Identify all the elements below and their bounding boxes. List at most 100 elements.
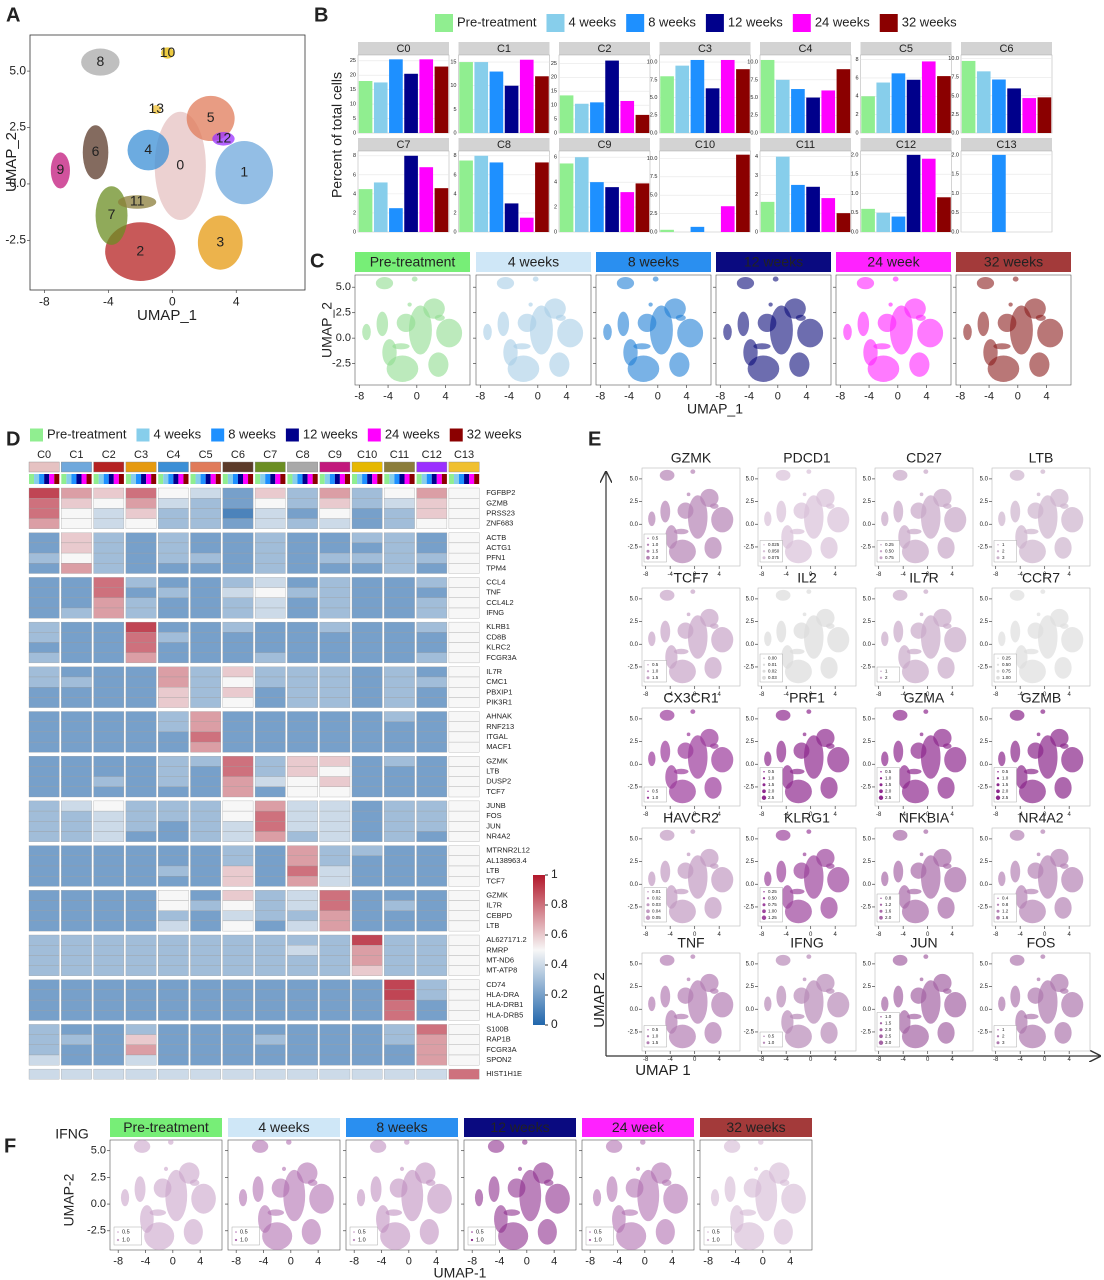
y-tick-label: 20 [350,73,356,79]
heatmap-cell [254,731,286,743]
size-legend-label: 1.6 [885,908,892,913]
x-tick-label: 4 [433,1256,439,1268]
heatmap-cell [254,920,286,932]
cluster-cloud [920,495,941,539]
bar [574,157,589,232]
x-tick-label: -4 [613,1256,623,1268]
heatmap-cell [319,652,351,664]
feature-title: JUN [910,935,937,951]
time-annotation [183,474,189,484]
heatmap-cell [28,1044,60,1056]
size-legend-label: 2 [1002,1033,1005,1038]
heatmap-cell [384,632,415,643]
x-tick-label: 4 [951,692,955,698]
size-legend-key [879,556,883,560]
y-tick-label: 5.0 [630,836,639,842]
facet-strip [559,138,650,151]
y-tick-label: 2.5 [630,859,639,865]
y-tick-label: -2.5 [978,905,989,911]
size-legend-key [997,657,999,660]
heatmap-cell [384,979,415,991]
heatmap-cell [448,587,480,598]
size-legend-key [762,897,766,900]
cluster-cloud [649,305,673,355]
y-tick-label: 0.0 [746,642,755,648]
cluster-cloud [149,1209,166,1216]
y-tick-label: 2.5 [863,619,872,625]
heatmap-cell [28,955,60,966]
cluster-cloud [711,747,734,773]
heatmap-cell [254,687,286,698]
facet-strip [582,1118,694,1137]
cluster-cloud [892,276,899,282]
heatmap-cell [416,865,448,877]
size-legend-label: 1.0 [885,1014,892,1019]
gene-label: DUSP2 [486,777,511,786]
bar [961,60,976,133]
heatmap-cell [158,920,189,932]
heatmap-cell [287,741,318,753]
heatmap-cell [351,786,383,798]
y-tick-label: 0.0 [980,642,989,648]
y-tick-label: 7.5 [650,77,658,83]
heatmap-cell [351,642,383,653]
heatmap-cell [351,532,383,544]
size-legend-label: 0.00 [768,655,777,660]
cluster-cloud [827,747,850,773]
y-tick-label: 25 [350,58,356,64]
gene-label: MT-ND6 [486,955,514,964]
cluster-cloud [919,852,924,857]
heatmap-cell [125,920,157,932]
cluster-cloud [877,313,897,333]
y-tick-label: 5.0 [746,596,755,602]
heatmap-cell [158,597,189,609]
cluster-cloud [711,627,734,653]
cluster-cloud [1059,988,1069,994]
heatmap-cell [416,642,448,653]
y-tick-label: 0 [554,130,557,136]
heatmap-cell [254,1044,286,1056]
heatmap-cell [93,741,125,753]
cluster-annotation [61,461,92,473]
heatmap-cell [222,979,254,991]
cluster-cloud [529,305,553,355]
size-legend-key [646,1035,650,1038]
heatmap-cell [190,1034,221,1045]
y-tick-label: 6 [855,75,858,81]
heatmap-cell [416,721,448,733]
heatmap-cell [190,741,221,753]
cluster-cloud [411,276,418,282]
heatmap-cell [384,621,415,633]
heatmap-cell [190,1024,221,1035]
cluster-cloud [710,1189,720,1207]
heatmap-cell [125,587,157,598]
cluster-cloud [933,728,952,748]
size-legend-label: 1 [1002,1027,1005,1032]
gene-label: IFNG [55,1126,88,1142]
size-legend-key [763,1035,765,1038]
heatmap-cell [287,786,318,798]
x-tick-label: 0 [693,1057,697,1063]
heatmap-cell [28,632,60,643]
y-tick-label: 2.5 [9,120,26,134]
heatmap-cell [125,965,157,976]
heatmap-cell [416,876,448,887]
cluster-cloud [793,987,810,1004]
time-annotation [416,474,422,484]
heatmap-cell [61,652,92,664]
cluster-cloud [686,852,691,857]
cluster-cloud [555,314,566,321]
panel-letter: B [314,4,328,26]
y-tick-label: 5.0 [980,716,989,722]
y-tick-label: -2.5 [332,358,351,370]
cluster-cloud [370,1176,382,1202]
heatmap-cell [384,1054,415,1066]
time-annotation [93,474,99,484]
size-legend-key [761,915,767,920]
y-tick-label: 2.5 [980,739,989,745]
time-annotation [255,474,261,484]
x-tick-label: -8 [835,391,845,403]
x-tick-label: -8 [643,572,649,578]
legend-label: 12 weeks [303,426,358,441]
heatmap-cell [416,920,448,932]
